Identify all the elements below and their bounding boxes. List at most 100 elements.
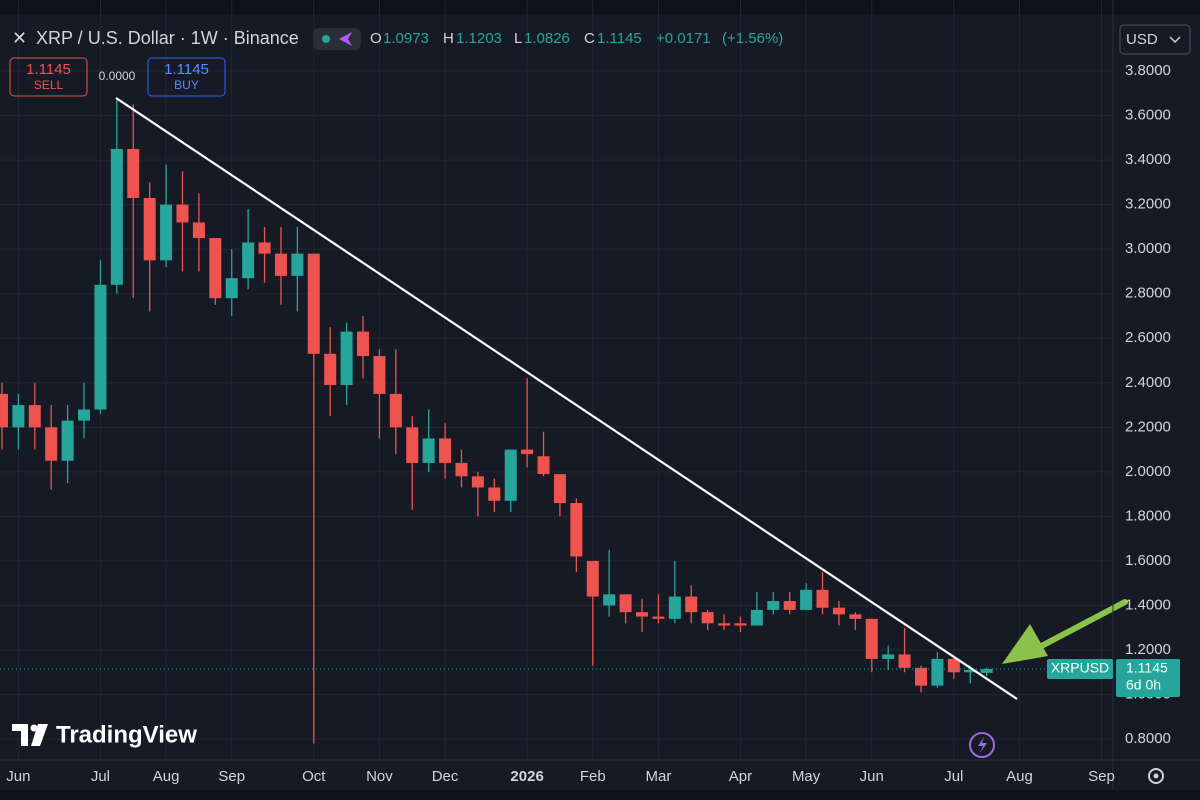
candle-body (61, 420, 74, 461)
candle-body (882, 654, 895, 659)
x-tick-label: Nov (366, 768, 393, 785)
candle-body (28, 405, 41, 428)
y-tick-label: 1.8000 (1125, 507, 1171, 524)
candle-body (422, 438, 435, 463)
ohlc-label: L (514, 30, 522, 47)
candle-body (668, 596, 681, 619)
ohlc-label: O (370, 30, 382, 47)
candle-body (898, 654, 911, 668)
y-tick-label: 1.4000 (1125, 596, 1171, 613)
candle-body (865, 618, 878, 659)
candle-body (78, 409, 91, 421)
candle-body (373, 356, 386, 394)
candle-body (783, 601, 796, 610)
candle-body (816, 589, 829, 608)
y-tick-label: 3.2000 (1125, 196, 1171, 213)
x-tick-label: 2026 (510, 768, 543, 785)
y-tick-label: 2.6000 (1125, 329, 1171, 346)
x-tick-label: Sep (1088, 768, 1115, 785)
candles (0, 99, 1113, 744)
arrow-shaft (1027, 599, 1128, 655)
candle-body (931, 658, 944, 686)
price-tag (1116, 659, 1180, 698)
x-tick-label: Oct (302, 768, 326, 785)
candle-body (176, 204, 189, 223)
trend-line (115, 97, 1018, 700)
candle-body (832, 607, 845, 615)
candle-body (471, 476, 484, 488)
candle-body (209, 238, 222, 299)
ohlc-value: 1.0826 (524, 30, 570, 47)
x-tick-label: May (792, 768, 821, 785)
candle-body (734, 623, 747, 626)
chevron (1169, 36, 1181, 44)
spread: 0.0000 (99, 69, 136, 83)
y-tick-label: 2.0000 (1125, 463, 1171, 480)
x-tick-label: Feb (580, 768, 606, 785)
candle-body (750, 609, 763, 626)
assistant-bolt (978, 737, 987, 753)
candle-body (652, 616, 665, 619)
symbol-name: XRPUSD (1051, 660, 1109, 676)
x-tick-label: Jul (91, 768, 110, 785)
x-tick-label: Sep (218, 768, 245, 785)
arrow-head (1002, 624, 1048, 664)
candle-body (439, 438, 452, 463)
x-tick-label: Jun (860, 768, 884, 785)
status-dot (322, 35, 330, 43)
candle-body (849, 614, 862, 619)
x-tick-label: Apr (729, 768, 752, 785)
candle-body (45, 427, 58, 461)
status-badge[interactable] (313, 28, 361, 50)
logo-shape (12, 724, 28, 746)
candle-body (389, 393, 402, 428)
x-tick-label: Jul (944, 768, 963, 785)
ohlc-value: 1.1145 (597, 30, 642, 47)
candle-body (800, 589, 813, 610)
candle-body (718, 623, 731, 626)
currency: USD (1126, 31, 1158, 48)
settings-icon[interactable] (1148, 768, 1164, 784)
candle-body (767, 601, 780, 610)
candle-body (324, 353, 337, 386)
candle-body (291, 253, 304, 276)
ohlc-legend: O 1.0973 H 1.1203 L 1.0826 C 1.1145 +0.0… (370, 30, 783, 47)
close-icon[interactable]: ✕ (12, 28, 27, 48)
candle-body (636, 612, 649, 617)
candle-body (160, 204, 173, 261)
candle-body (357, 331, 370, 357)
x-tick-label: Aug (1006, 768, 1033, 785)
y-tick-label: 2.8000 (1125, 285, 1171, 302)
candle-body (110, 148, 123, 285)
candle-body (488, 487, 501, 501)
candle-body (619, 594, 632, 613)
candle-body (685, 596, 698, 613)
ohlc-label: H (443, 30, 454, 47)
assistant-icon[interactable] (969, 732, 995, 758)
currency-dropdown[interactable] (1119, 24, 1191, 55)
x-tick-label: Aug (153, 768, 180, 785)
status-icon (339, 32, 352, 46)
arrow (1002, 599, 1128, 664)
y-tick-label: 1.6000 (1125, 552, 1171, 569)
buy-button[interactable] (147, 57, 226, 97)
y-tick-label: 0.8000 (1125, 730, 1171, 747)
candle-body (964, 670, 977, 673)
sell-button[interactable] (9, 57, 88, 97)
candle-body (701, 612, 714, 624)
candle-body (274, 253, 287, 276)
settings-icon-core (1153, 773, 1159, 779)
change-percent: (+1.56%) (722, 30, 783, 47)
y-tick-label: 3.0000 (1125, 240, 1171, 257)
bottom-toolbar (0, 790, 1200, 800)
top-toolbar (0, 0, 1200, 14)
change: +0.0171 (656, 30, 711, 47)
logo-shape (31, 724, 48, 746)
ohlc-value: 1.1203 (456, 30, 502, 47)
candle-body (340, 331, 353, 386)
candle-body (504, 449, 517, 501)
brand-name: TradingView (56, 721, 197, 748)
candle-body (225, 278, 238, 299)
